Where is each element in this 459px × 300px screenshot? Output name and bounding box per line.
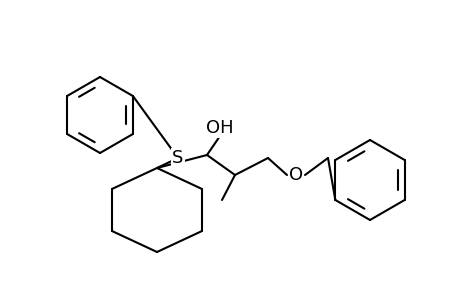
Text: OH: OH <box>206 119 233 137</box>
Text: O: O <box>288 166 302 184</box>
Text: S: S <box>172 149 183 167</box>
